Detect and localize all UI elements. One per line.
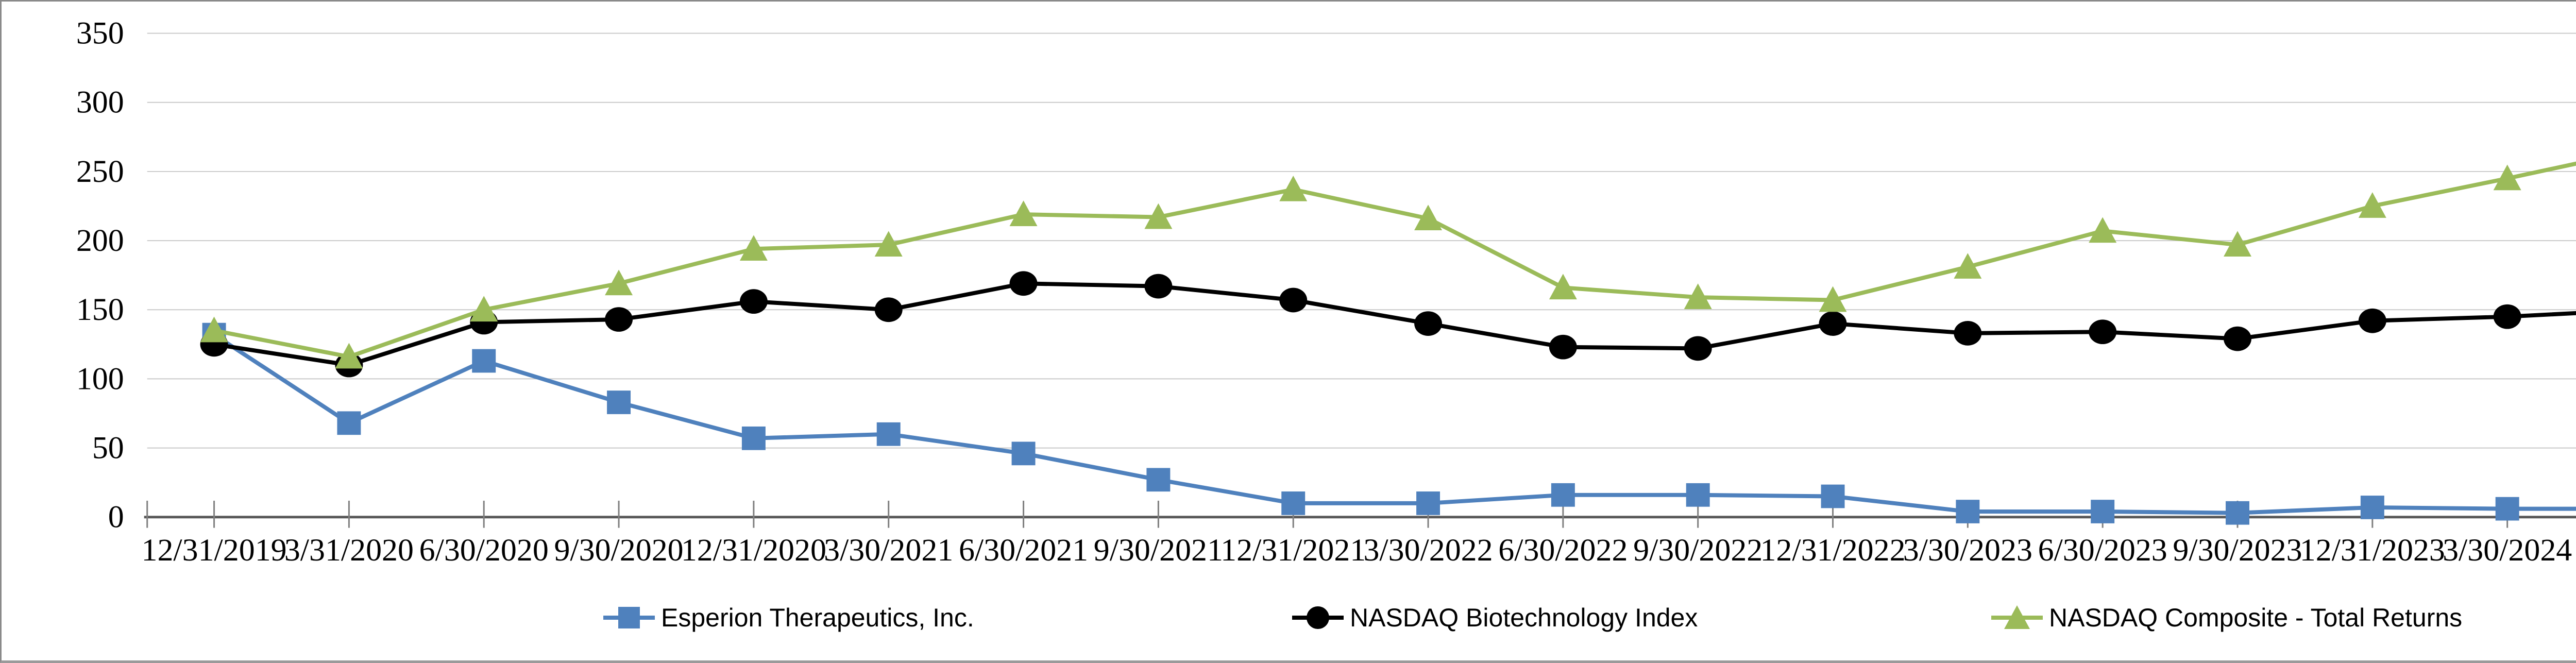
data-point-triangle-nasdaq-composite [1279,175,1308,201]
data-point-triangle-nasdaq-composite [739,235,768,261]
data-point-triangle-nasdaq-composite [1009,200,1038,226]
data-point-circle-nasdaq-biotechnology [1819,311,1847,336]
y-axis-tick-label: 250 [76,154,124,189]
y-axis-tick-label: 0 [108,500,124,535]
x-axis-tick-label: 3/30/2024 [2443,533,2572,568]
data-point-triangle-nasdaq-composite [200,316,228,343]
x-axis-tick-label: 9/30/2022 [1633,533,1762,568]
x-axis-tick-label: 12/31/2021 [1221,533,1366,568]
data-point-square-esperion [1821,484,1845,508]
x-axis-tick-label: 6/30/2023 [2038,533,2167,568]
data-point-triangle-nasdaq-composite [874,231,903,257]
x-axis-tick-label: 6/30/2022 [1498,533,1628,568]
data-point-square-esperion [1281,491,1306,515]
data-point-circle-nasdaq-biotechnology [1414,311,1443,336]
data-point-triangle-nasdaq-composite [1954,253,1982,279]
x-axis-tick-label: 6/30/2021 [959,533,1088,568]
data-point-square-esperion [1146,468,1171,492]
data-point-triangle-nasdaq-composite [470,296,498,322]
data-point-circle-nasdaq-biotechnology [1144,274,1173,299]
data-point-circle-nasdaq-biotechnology [1549,334,1577,360]
x-axis-tick-label: 3/30/2021 [824,533,953,568]
x-axis-tick-label: 9/30/2020 [554,533,683,568]
data-point-circle-nasdaq-biotechnology [605,307,633,332]
x-axis-tick-label: 12/31/2022 [1760,533,1905,568]
data-point-circle-nasdaq-biotechnology [1684,336,1712,361]
x-axis-tick-label: 6/30/2020 [419,533,549,568]
data-point-square-esperion [1011,441,1036,466]
data-point-square-esperion [337,411,361,435]
data-point-triangle-nasdaq-composite [1819,286,1847,312]
x-axis-tick-label: 12/31/2019 [142,533,287,568]
data-point-square-esperion [472,349,496,373]
data-point-triangle-nasdaq-composite [1144,203,1173,229]
data-point-triangle-nasdaq-composite [2493,164,2521,191]
data-point-triangle-nasdaq-composite [2089,217,2117,243]
x-axis-tick-label: 12/31/2023 [2300,533,2445,568]
x-axis-tick-label: 9/30/2021 [1094,533,1223,568]
series-line-esperion [213,333,2576,515]
x-axis-tick-label: 12/31/2020 [681,533,826,568]
data-point-triangle-nasdaq-composite [1684,283,1712,309]
data-point-square-esperion [1956,500,1980,523]
data-point-circle-nasdaq-biotechnology [2493,304,2521,329]
data-point-square-esperion [2360,496,2384,519]
data-point-circle-nasdaq-biotechnology [2089,319,2117,345]
data-point-square-esperion [876,422,901,446]
data-point-triangle-nasdaq-composite [605,269,633,296]
x-axis-tick-label: 3/30/2023 [1903,533,2032,568]
data-point-square-esperion [2226,501,2249,525]
data-point-square-esperion [1686,483,1710,507]
x-axis-tick-label: 3/30/2022 [1363,533,1493,568]
y-axis-tick-label: 100 [76,361,124,396]
data-point-square-esperion [2091,500,2115,523]
y-axis-tick-label: 200 [76,223,124,258]
data-point-square-esperion [1416,491,1440,515]
data-point-circle-nasdaq-biotechnology [1954,321,1982,346]
data-point-triangle-nasdaq-composite [1549,274,1577,300]
data-point-square-esperion [2495,497,2519,521]
data-point-circle-nasdaq-biotechnology [2224,326,2251,351]
data-point-triangle-nasdaq-composite [335,343,363,369]
data-point-circle-nasdaq-biotechnology [1009,271,1038,296]
data-point-circle-nasdaq-biotechnology [739,289,768,314]
data-point-circle-nasdaq-biotechnology [2358,308,2386,333]
data-point-triangle-nasdaq-composite [1414,205,1443,231]
y-axis-tick-label: 50 [92,431,124,466]
data-point-square-esperion [741,426,766,450]
y-axis-tick-label: 150 [76,292,124,327]
y-axis-tick-label: 350 [76,16,124,51]
series-line-nasdaq-biotechnology [213,281,2576,367]
data-point-triangle-nasdaq-composite [2358,192,2386,218]
data-point-circle-nasdaq-biotechnology [874,297,903,322]
data-point-square-esperion [1551,483,1575,507]
x-axis-tick-label: 3/31/2020 [284,533,414,568]
data-point-square-esperion [607,390,631,414]
data-point-triangle-nasdaq-composite [2224,231,2251,257]
x-axis-tick-label: 9/30/2023 [2173,533,2302,568]
y-axis-tick-label: 300 [76,85,124,120]
data-point-circle-nasdaq-biotechnology [1279,287,1308,313]
